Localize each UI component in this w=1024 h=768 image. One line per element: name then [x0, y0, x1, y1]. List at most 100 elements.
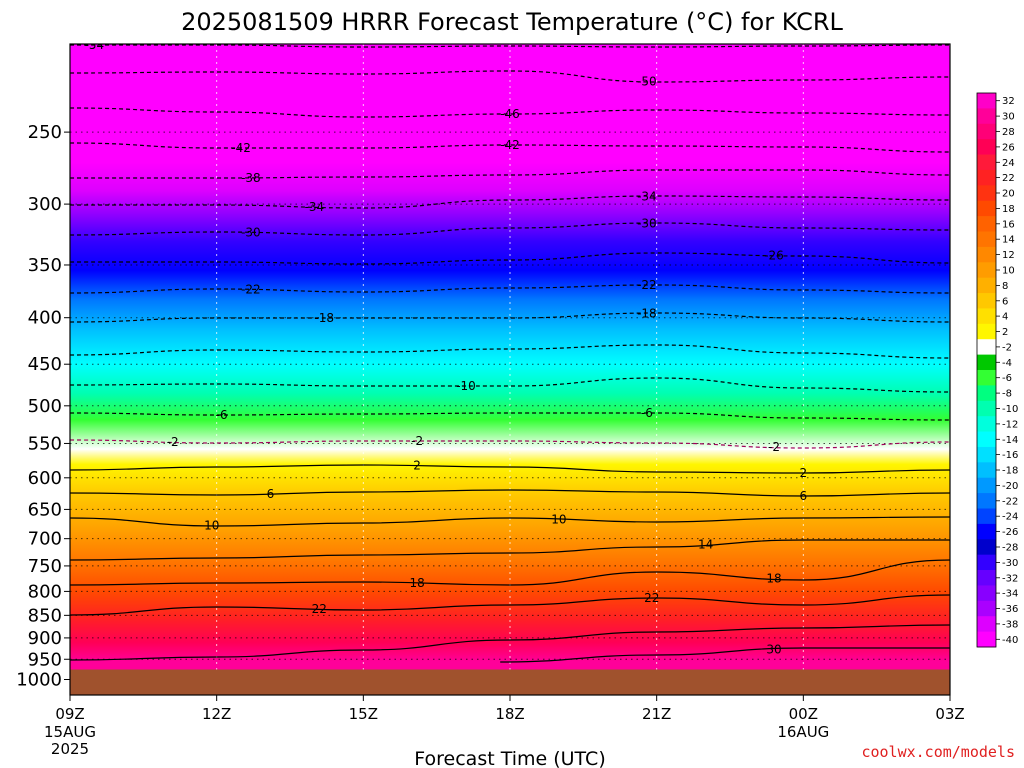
colorbar-swatch--16	[977, 446, 996, 463]
contour-line-14	[70, 539, 950, 561]
ground-surface	[70, 669, 950, 695]
colorbar-swatch-30	[977, 108, 996, 125]
colorbar-label--36: -36	[1002, 604, 1018, 615]
colorbar-label--8: -8	[1002, 389, 1012, 400]
y-tick-label-500: 500	[28, 396, 62, 417]
colorbar-label--16: -16	[1002, 450, 1018, 461]
colorbar-label-26: 26	[1002, 142, 1015, 153]
contour-label-18-0: 18	[409, 576, 424, 590]
chart-title: 2025081509 HRRR Forecast Temperature (°C…	[181, 8, 843, 36]
contour-label--50-0: -50	[637, 74, 657, 88]
contour-line-26	[70, 624, 950, 661]
colorbar-swatch--22	[977, 493, 996, 509]
x-tick-label-6: 03Z	[935, 705, 964, 723]
y-axis: 2503003504004505005506006507007508008509…	[16, 122, 70, 691]
colorbar-swatch-16	[977, 216, 996, 232]
contour-line-18	[70, 559, 950, 586]
contour-label--22-1: -22	[637, 278, 657, 292]
colorbar-swatch--40	[977, 631, 996, 648]
colorbar-label--38: -38	[1002, 619, 1018, 630]
colorbar-swatch-2	[977, 323, 996, 340]
x-tick-label-0: 09Z	[55, 705, 84, 723]
contour-label--30-0: -30	[241, 226, 261, 240]
x-tick-label-4: 21Z	[642, 705, 671, 723]
colorbar-border	[976, 92, 997, 648]
y-tick-label-550: 550	[28, 433, 62, 454]
contour-label-30-0: 30	[766, 642, 781, 656]
colorbar-swatch--32	[977, 570, 996, 586]
colorbar-swatch--34	[977, 585, 996, 602]
colorbar-swatch--10	[977, 400, 996, 417]
colorbar-label--40: -40	[1002, 635, 1018, 646]
colorbar-swatch-14	[977, 231, 996, 248]
contour-label-2-1: 2	[799, 466, 807, 480]
contour-label--26-0: -26	[764, 248, 784, 262]
colorbar: 32 30 28 26 24 22 20 18 16 14 12 10 8 6 4 2 -2 -4 -6 -8 -10 -…	[976, 92, 1018, 648]
colorbar-swatch--18	[977, 462, 996, 479]
contour-label--6-1: -6	[641, 406, 653, 420]
contour-label--2-2: -2	[768, 440, 780, 454]
contour-line-30	[500, 647, 950, 663]
x-tick-label-5: 00Z	[789, 705, 818, 723]
colorbar-swatch--36	[977, 600, 996, 617]
contour-label-22-1: 22	[644, 591, 659, 605]
contour-label--18-0: -18	[314, 311, 334, 325]
colorbar-swatch--28	[977, 539, 996, 556]
y-tick-label-450: 450	[28, 354, 62, 375]
colorbar-label--4: -4	[1002, 358, 1012, 369]
contour-label--34-0: -34	[305, 200, 325, 214]
colorbar-label--20: -20	[1002, 481, 1018, 492]
colorbar-swatch-26	[977, 139, 996, 155]
colorbar-label--12: -12	[1002, 419, 1018, 430]
colorbar-label--32: -32	[1002, 573, 1018, 584]
contour-line-10	[70, 516, 950, 527]
contour-label--10-0: -10	[456, 379, 476, 393]
y-tick-label-600: 600	[28, 468, 62, 489]
y-tick-label-250: 250	[28, 122, 62, 143]
contour-label--2-0: -2	[167, 435, 179, 449]
colorbar-label--34: -34	[1002, 589, 1018, 600]
contour-label-10-0: 10	[204, 519, 219, 533]
colorbar-label-30: 30	[1002, 112, 1015, 123]
colorbar-label--30: -30	[1002, 558, 1018, 569]
colorbar-swatch-12	[977, 246, 996, 263]
grid	[70, 44, 950, 695]
colorbar-swatch--30	[977, 554, 996, 571]
y-tick-label-700: 700	[28, 529, 62, 550]
colorbar-swatch-20	[977, 185, 996, 202]
colorbar-label-8: 8	[1002, 281, 1008, 292]
colorbar-label-32: 32	[1002, 96, 1015, 107]
y-tick-label-300: 300	[28, 194, 62, 215]
x-tick-label-2: 15Z	[349, 705, 378, 723]
contour-label--54-0: -54	[85, 38, 105, 52]
colorbar-swatch-22	[977, 169, 996, 186]
contour-label-22-0: 22	[312, 602, 327, 616]
contour-label-10-1: 10	[551, 512, 566, 526]
x-axis-label: Forecast Time (UTC)	[414, 748, 605, 768]
colorbar-swatch--6	[977, 370, 996, 386]
colorbar-swatch-6	[977, 293, 996, 309]
colorbar-swatch-18	[977, 200, 996, 217]
plot-area: -54-50-46-42 -42-38-34-34-30-30-26-22 -22-…	[70, 38, 950, 695]
x-tick-sublabel-5-0: 16AUG	[777, 723, 829, 741]
contour-label-6-0: 6	[267, 487, 275, 501]
colorbar-label-16: 16	[1002, 219, 1015, 230]
x-tick-label-3: 18Z	[495, 705, 524, 723]
contours: -54-50-46-42 -42-38-34-34-30-30-26-22 -22-…	[70, 38, 950, 663]
contour-line-2	[70, 464, 950, 474]
contour-label--42-0: -42	[231, 141, 251, 155]
colorbar-label-4: 4	[1002, 312, 1008, 323]
colorbar-swatch-28	[977, 123, 996, 140]
y-tick-label-350: 350	[28, 255, 62, 276]
colorbar-label--24: -24	[1002, 512, 1018, 523]
contour-label--46-0: -46	[500, 107, 520, 121]
colorbar-label-18: 18	[1002, 204, 1015, 215]
colorbar-label-24: 24	[1002, 158, 1015, 169]
colorbar-swatch--24	[977, 508, 996, 525]
contour-line-6	[70, 489, 950, 497]
colorbar-label--10: -10	[1002, 404, 1018, 415]
x-tick-sublabel-0-1: 2025	[51, 740, 89, 758]
y-tick-label-1000: 1000	[16, 670, 62, 691]
colorbar-swatch--14	[977, 431, 996, 448]
